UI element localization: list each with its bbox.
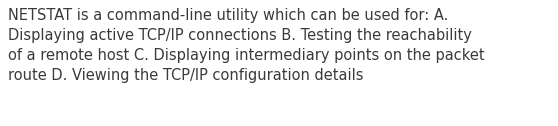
Text: NETSTAT is a command-line utility which can be used for: A.
Displaying active TC: NETSTAT is a command-line utility which …: [8, 8, 485, 83]
